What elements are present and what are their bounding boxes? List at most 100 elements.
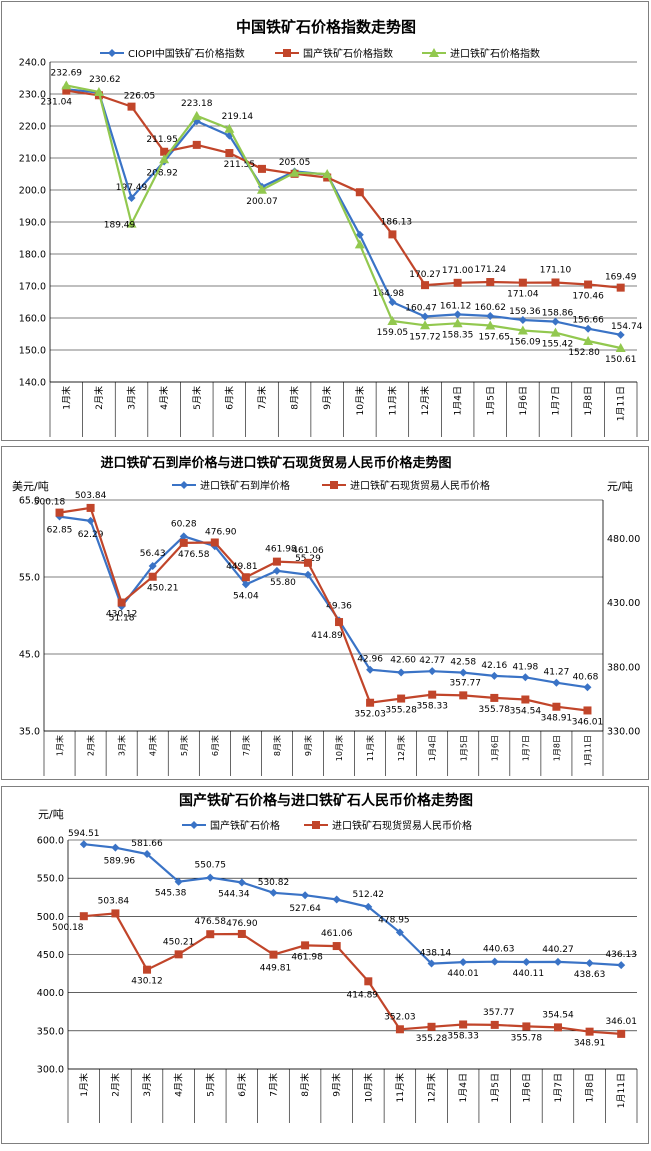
chart1-ytick: 200.0: [19, 186, 46, 197]
chart3-series-1-point: [174, 877, 183, 886]
chart1-data-label: 211.55: [224, 160, 256, 170]
chart1-ytick: 180.0: [19, 250, 46, 261]
chart2-data-label: 358.33: [416, 702, 448, 712]
chart2-data-label: 42.16: [481, 661, 507, 671]
chart1-data-label: 160.62: [475, 303, 507, 313]
chart1-data-label: 159.05: [377, 328, 409, 338]
chart2-category-label: 5月末: [179, 735, 189, 756]
chart2-category-label: 3月末: [117, 735, 127, 756]
chart1-ytick: 140.0: [19, 378, 46, 389]
chart3-data-label: 436.13: [605, 950, 637, 960]
chart1-category-label: 4月末: [158, 386, 170, 410]
chart3-category-label: 3月末: [141, 1073, 153, 1097]
chart3-category-label: 7月末: [267, 1073, 279, 1097]
chart3-category-label: 1月末: [78, 1073, 90, 1097]
chart2-series-1-point: [459, 668, 468, 677]
chart1-ytick: 220.0: [19, 122, 46, 133]
chart2-right-unit: 元/吨: [607, 480, 633, 493]
chart2-data-label: 430.12: [106, 610, 138, 620]
chart1-ytick: 170.0: [19, 282, 46, 293]
chart2-series-2-point: [521, 695, 530, 704]
chart2-data-label: 450.21: [147, 584, 179, 594]
chart1-ytick: 240.0: [19, 58, 46, 69]
chart3-data-label: 476.90: [226, 919, 258, 929]
chart1-data-label: 186.13: [381, 217, 413, 227]
chart2-data-label: 42.96: [357, 655, 383, 665]
chart2-category-label: 6月末: [210, 735, 220, 756]
chart3-data-label: 550.75: [195, 861, 227, 871]
chart2-ytick: 55.0: [19, 573, 40, 584]
chart3-series-2-point: [490, 1020, 499, 1029]
chart1-category-label: 3月末: [126, 386, 138, 410]
chart3-category-label: 1月6日: [521, 1073, 532, 1102]
chart1-title: 中国铁矿石价格指数走势图: [236, 18, 416, 36]
chart1-category-label: 1月4日: [453, 386, 464, 415]
chart1-series-1-point: [355, 230, 364, 239]
chart3-series-2-point: [459, 1020, 468, 1029]
chart3-data-label: 354.54: [542, 1010, 574, 1020]
chart2-y2tick: 330.00: [607, 727, 640, 738]
chart2-series-2-point: [552, 702, 561, 711]
chart2-data-label: 42.60: [390, 655, 416, 665]
chart2-series-2-point: [303, 558, 312, 567]
chart1-series-3-point: [289, 167, 300, 177]
chart1-category-label: 11月末: [386, 386, 398, 415]
chart1-data-label: 155.42: [542, 340, 574, 350]
chart2-data-label: 476.90: [205, 527, 237, 537]
chart3-title: 国产铁矿石价格与进口铁矿石人民币价格走势图: [179, 792, 473, 809]
chart2-data-label: 354.54: [510, 707, 542, 717]
chart1-data-label: 197.49: [116, 183, 148, 193]
chart2-series-2-point: [335, 618, 344, 627]
chart3-ytick: 450.0: [37, 950, 64, 961]
chart1-series-1-line: [66, 88, 621, 336]
chart2-data-label: 449.81: [226, 562, 258, 572]
chart1-data-label: 231.04: [41, 98, 73, 108]
chart1-series-1-point: [518, 316, 527, 325]
chart1-category-label: 1月5日: [485, 386, 496, 415]
chart3-legend-domestic: 国产铁矿石价格: [210, 819, 280, 832]
chart3-data-label: 544.34: [218, 889, 250, 899]
chart2-series-1-point: [490, 671, 499, 680]
chart2-series-2-point: [459, 691, 468, 700]
chart3-data-label: 589.96: [104, 857, 136, 867]
chart1-series-2-point: [421, 281, 430, 290]
chart3-series-2-point: [617, 1029, 626, 1038]
chart3-category-label: 2月末: [109, 1073, 121, 1097]
chart2-data-label: 62.85: [47, 526, 73, 536]
chart3-unit: 元/吨: [38, 808, 64, 821]
chart2-series-1-point: [86, 516, 95, 525]
chart2-data-label: 355.78: [479, 705, 511, 715]
chart3-legend: 国产铁矿石价格 进口铁矿石现货贸易人民币价格: [182, 819, 472, 832]
chart3-category-label: 1月8日: [585, 1073, 596, 1102]
chart1-data-label: 208.92: [146, 168, 178, 178]
chart3-series-2-point: [111, 909, 120, 918]
chart3-data-label: 440.63: [483, 945, 515, 955]
chart1-series-2-point: [518, 278, 527, 287]
chart2-series-2-point: [241, 573, 250, 582]
chart1-category-label: 1月11日: [616, 386, 627, 421]
chart3-series-1-point: [395, 928, 404, 937]
chart2-series-2-point: [179, 538, 188, 547]
chart3-series-2-point: [174, 950, 183, 959]
chart1-category-label: 10月末: [354, 386, 366, 415]
chart2-y2tick: 480.00: [607, 534, 640, 545]
chart3-category-label: 1月11日: [616, 1073, 627, 1108]
chart1-category-label: 1月7日: [550, 386, 561, 415]
chart2-y2tick: 430.00: [607, 598, 640, 609]
chart2-frame: [1, 446, 649, 780]
chart2-category-label: 8月末: [272, 735, 282, 756]
chart3-series-1-point: [79, 840, 88, 849]
chart3-data-label: 476.58: [195, 917, 227, 927]
chart1-series-3-point: [583, 336, 594, 346]
chart3-data-label: 430.12: [131, 977, 163, 987]
chart3-series-1-point: [301, 891, 310, 900]
chart3-data-label: 414.89: [347, 990, 379, 1000]
chart3-data-label: 581.66: [131, 839, 163, 849]
chart3-data-label: 461.06: [321, 929, 353, 939]
chart2-series-2-point: [148, 572, 157, 581]
chart2-data-label: 348.91: [541, 714, 573, 724]
chart3-series-2-point: [427, 1022, 436, 1031]
chart2-category-label: 1月8日: [552, 735, 561, 761]
chart2-series-1-point: [272, 566, 281, 575]
chart1-data-label: 156.09: [509, 338, 541, 348]
